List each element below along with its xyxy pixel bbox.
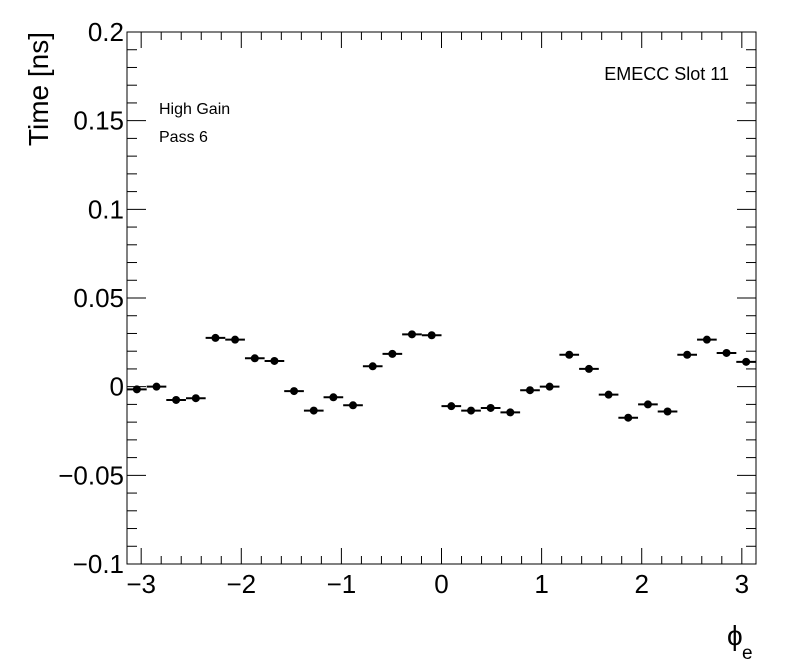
data-point: [152, 382, 161, 391]
y-tick-label: 0.15: [73, 106, 124, 136]
y-tick-label: 0.05: [73, 283, 124, 313]
y-tick-label: 0: [110, 372, 124, 402]
data-point: [702, 335, 711, 344]
data-point: [427, 331, 436, 340]
data-point: [329, 393, 338, 402]
data-point: [486, 403, 495, 412]
y-tick-labels: −0.1 −0.05 0 0.05 0.1 0.15 0.2: [58, 17, 124, 579]
data-point: [545, 382, 554, 391]
annotation-slot: EMECC Slot 11: [604, 64, 729, 84]
data-point: [467, 406, 476, 415]
y-tick-label: −0.1: [73, 549, 124, 579]
data-point: [447, 402, 456, 411]
x-tick-label: −1: [327, 569, 357, 599]
data-point: [643, 400, 652, 409]
data-point: [407, 330, 416, 339]
data-point: [191, 394, 200, 403]
x-tick-label: −3: [126, 569, 156, 599]
data-point: [742, 357, 751, 366]
x-tick-label: −2: [226, 569, 256, 599]
data-point: [211, 333, 220, 342]
x-axis-title-subscript: e: [742, 643, 753, 664]
data-point: [506, 408, 515, 417]
data-point: [663, 407, 672, 416]
data-point: [525, 386, 534, 395]
data-point: [250, 354, 259, 363]
data-point: [172, 395, 181, 404]
y-tick-label: 0.2: [88, 17, 124, 47]
data-point: [132, 385, 141, 394]
annotation-gain: High Gain: [159, 101, 230, 118]
data-point: [584, 364, 593, 373]
data-point: [604, 390, 613, 399]
x-tick-label: 1: [534, 569, 548, 599]
y-axis-title: Time [ns]: [23, 32, 54, 146]
axis-ticks: [127, 31, 756, 565]
x-tick-label: 2: [634, 569, 648, 599]
data-point: [388, 349, 397, 358]
annotation-pass: Pass 6: [159, 129, 208, 146]
x-tick-label: 0: [434, 569, 448, 599]
data-points: [127, 330, 756, 422]
data-point: [349, 401, 358, 410]
y-tick-label: 0.1: [88, 194, 124, 224]
y-tick-label: −0.05: [58, 460, 124, 490]
x-tick-label: 3: [735, 569, 749, 599]
data-point: [683, 350, 692, 359]
x-tick-labels: −3 −2 −1 0 1 2 3: [126, 569, 749, 599]
x-axis-title: ϕ: [727, 620, 743, 651]
data-point: [270, 356, 279, 365]
data-point: [565, 350, 574, 359]
data-point: [368, 362, 377, 371]
data-point: [309, 406, 318, 415]
data-point: [231, 335, 240, 344]
data-point: [624, 413, 633, 422]
data-point: [722, 348, 731, 357]
data-point: [290, 387, 299, 396]
